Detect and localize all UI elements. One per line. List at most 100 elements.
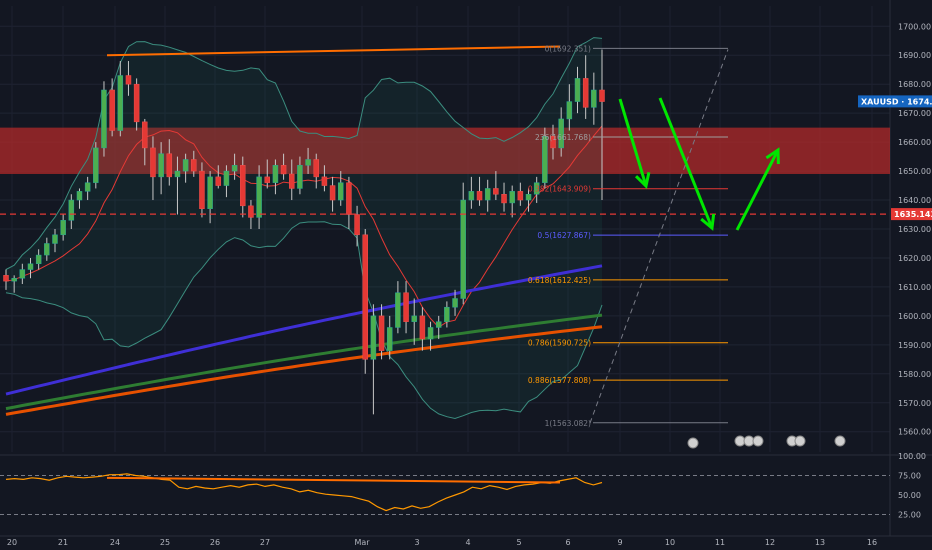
candle-body <box>35 254 42 265</box>
fib-label: 0.382(1643.909) <box>528 185 591 194</box>
candle-body <box>109 89 115 131</box>
candle-body <box>378 315 385 351</box>
y-tick-label: 1570.00 <box>898 399 931 408</box>
x-tick-label: 11 <box>715 538 725 547</box>
candle-body <box>207 176 213 209</box>
y-tick-label: 1630.00 <box>898 225 931 234</box>
y-tick-label: 1560.00 <box>898 428 931 437</box>
candle-body <box>427 327 434 340</box>
candle-body <box>525 193 532 201</box>
candle-body <box>248 205 254 218</box>
dashed-level-tag <box>891 208 932 221</box>
candle-body <box>11 277 17 282</box>
x-tick-label: 6 <box>565 538 570 547</box>
candle-body <box>574 78 581 102</box>
candle-body <box>542 136 548 183</box>
resistance-trendline <box>106 45 561 57</box>
candle-body <box>19 269 26 279</box>
fib-label: 0(1692.351) <box>545 44 591 53</box>
candle-body <box>264 176 271 183</box>
x-tick-label: 5 <box>516 538 521 547</box>
candle-body <box>101 89 107 149</box>
candle-body <box>362 234 368 360</box>
candle-body <box>386 327 393 351</box>
candle-body <box>550 136 556 149</box>
projection-arrow <box>658 97 714 229</box>
candle-body <box>215 176 222 186</box>
x-tick-label: 27 <box>260 538 270 547</box>
x-tick-label: 12 <box>765 538 775 547</box>
x-axis: 20 21 24 25 26 27 Mar 3 4 5 6 9 10 11 12 13 16 <box>7 6 877 547</box>
candle-body <box>158 153 164 178</box>
indicator-tick-label: 50.00 <box>898 491 921 500</box>
candle-body <box>289 173 295 189</box>
candle-body <box>272 165 279 183</box>
event-marker-icon <box>752 435 764 447</box>
candle-body <box>493 188 499 195</box>
y-tick-label: 1680.00 <box>898 80 931 89</box>
fib-label: 0.5(1627.867) <box>537 231 591 240</box>
candle-body <box>582 78 589 108</box>
x-tick-label: 21 <box>58 538 68 547</box>
price-tag <box>858 95 932 108</box>
indicator-divergence-line <box>106 476 561 484</box>
x-tick-label: 20 <box>7 538 17 547</box>
candle-body <box>133 83 140 123</box>
y-tick-label: 1660.00 <box>898 138 931 147</box>
candle-body <box>150 147 156 178</box>
indicator-tick-label: 100.00 <box>898 452 926 461</box>
candle-body <box>256 176 262 218</box>
candle-body <box>223 170 230 186</box>
ma-blue <box>5 264 603 396</box>
candle-body <box>182 159 189 172</box>
candle-body <box>337 182 344 201</box>
candle-body <box>558 118 564 149</box>
ma-orange <box>5 325 603 416</box>
candle-body <box>191 159 197 172</box>
x-tick-label: 26 <box>210 538 220 547</box>
x-tick-label: 24 <box>110 538 120 547</box>
candle-body <box>591 89 597 108</box>
candle-body <box>240 165 246 207</box>
y-tick-label: 1610.00 <box>898 283 931 292</box>
x-tick-label: 10 <box>665 538 675 547</box>
candle-body <box>166 153 173 178</box>
indicator-tick-label: 75.00 <box>898 472 921 481</box>
candle-body <box>84 182 91 192</box>
y-tick-label: 1580.00 <box>898 370 931 379</box>
candle-body <box>174 170 181 178</box>
candle-body <box>435 321 442 328</box>
fib-label: 1(1563.082) <box>545 419 591 428</box>
dashed-level-value: 1635.143 <box>894 210 932 219</box>
x-tick-label: 3 <box>414 538 419 547</box>
candle-body <box>501 193 507 204</box>
candle-body <box>329 185 336 201</box>
x-tick-label: 4 <box>465 538 470 547</box>
fib-label: 0.618(1612.425) <box>528 276 591 285</box>
projection-arrowhead <box>765 147 780 165</box>
ema-red <box>5 125 603 328</box>
fib-diagonal <box>589 49 729 424</box>
bollinger-lower <box>5 221 603 420</box>
fib-label: 0.886(1577.808) <box>528 376 591 385</box>
event-marker-icon <box>834 435 846 447</box>
event-marker-icon <box>687 437 699 449</box>
candle-body <box>517 191 524 201</box>
price-tag-text: XAUUSD · 1674.062 <box>861 97 932 106</box>
y-tick-label: 1640.00 <box>898 196 931 205</box>
y-tick-label: 1590.00 <box>898 341 931 350</box>
candle-body <box>280 165 287 175</box>
candle-body <box>60 220 66 236</box>
x-tick-label: 25 <box>160 538 170 547</box>
y-tick-label: 1600.00 <box>898 312 931 321</box>
indicator-line <box>5 473 603 512</box>
projection-arrowhead <box>700 213 716 231</box>
indicator-tick-label: 25.00 <box>898 511 921 520</box>
candle-body <box>468 191 475 201</box>
fib-label: 236(1661.768) <box>535 133 591 142</box>
candle-body <box>142 121 148 149</box>
candle-body <box>231 165 238 172</box>
candle-body <box>411 315 417 322</box>
candle-body <box>460 199 466 299</box>
